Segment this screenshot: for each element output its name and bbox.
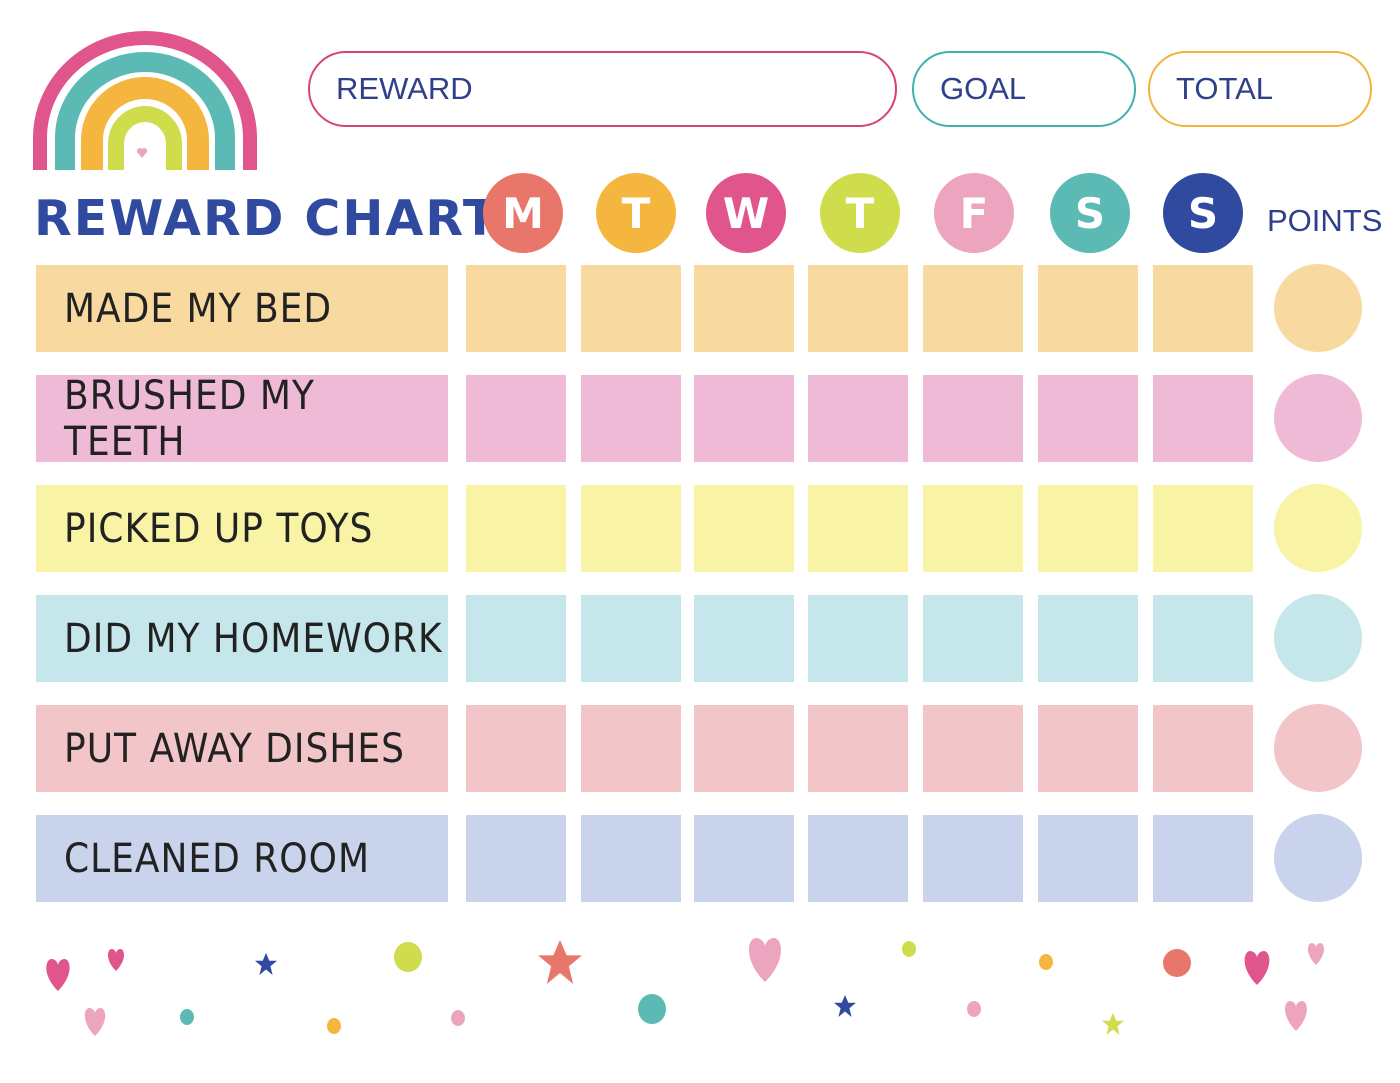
check-cell[interactable] [466,595,566,682]
dot-icon [638,994,666,1024]
heart-icon [136,148,148,158]
dot-icon [180,1009,194,1025]
check-cell[interactable] [923,485,1023,572]
points-circle[interactable] [1274,814,1362,902]
check-cell[interactable] [923,815,1023,902]
dot-icon [967,1001,981,1017]
day-header-4: F [934,173,1014,253]
dot-icon [451,1010,465,1026]
points-circle[interactable] [1274,704,1362,792]
day-header-5: S [1050,173,1130,253]
task-label: MADE MY BED [36,265,448,352]
check-cell[interactable] [466,485,566,572]
page-title: REWARD CHART [34,190,499,247]
points-circle[interactable] [1274,484,1362,572]
check-cell[interactable] [1153,265,1253,352]
check-cell[interactable] [923,705,1023,792]
check-cell[interactable] [581,375,681,462]
heart-icon [46,959,70,991]
task-label: CLEANED ROOM [36,815,448,902]
decorations [46,938,1325,1036]
check-cell[interactable] [466,815,566,902]
check-cell[interactable] [1153,815,1253,902]
task-label: PUT AWAY DISHES [36,705,448,792]
check-cell[interactable] [808,705,908,792]
day-header-1: T [596,173,676,253]
star-icon [538,940,582,984]
heart-icon [1307,943,1325,965]
check-cell[interactable] [466,265,566,352]
check-cell[interactable] [694,705,794,792]
check-cell[interactable] [466,705,566,792]
goal-field[interactable]: GOAL [912,51,1136,127]
dot-icon [1039,954,1053,970]
check-cell[interactable] [694,265,794,352]
check-cell[interactable] [694,375,794,462]
check-cell[interactable] [923,265,1023,352]
star-icon [1102,1013,1124,1035]
check-cell[interactable] [1153,485,1253,572]
task-label: BRUSHED MY TEETH [36,373,448,465]
goal-label: GOAL [940,71,1027,106]
heart-icon [748,938,782,982]
day-header-0: M [483,173,563,253]
check-cell[interactable] [808,815,908,902]
check-cell[interactable] [581,265,681,352]
star-icon [834,995,856,1017]
points-circle[interactable] [1274,264,1362,352]
task-label: DID MY HOMEWORK [36,595,448,682]
check-cell[interactable] [581,595,681,682]
check-cell[interactable] [1153,705,1253,792]
check-cell[interactable] [581,815,681,902]
check-cell[interactable] [466,375,566,462]
check-cell[interactable] [1038,705,1138,792]
heart-icon [1285,1001,1307,1031]
check-cell[interactable] [1153,595,1253,682]
points-circle[interactable] [1274,594,1362,682]
check-cell[interactable] [808,375,908,462]
check-cell[interactable] [808,595,908,682]
star-icon [255,953,277,975]
check-cell[interactable] [581,705,681,792]
rainbow-logo [33,31,257,170]
check-cell[interactable] [808,485,908,572]
reward-field[interactable]: REWARD [308,51,897,127]
day-header-6: S [1163,173,1243,253]
check-cell[interactable] [1153,375,1253,462]
heart-icon [84,1008,106,1036]
dot-icon [394,942,422,972]
check-cell[interactable] [923,595,1023,682]
total-field[interactable]: TOTAL [1148,51,1372,127]
check-cell[interactable] [808,265,908,352]
points-circle[interactable] [1274,374,1362,462]
dot-icon [1163,949,1191,977]
reward-label: REWARD [336,71,473,106]
check-cell[interactable] [1038,595,1138,682]
check-cell[interactable] [581,485,681,572]
check-cell[interactable] [1038,265,1138,352]
points-header: POINTS [1267,203,1383,238]
day-header-3: T [820,173,900,253]
day-header-2: W [706,173,786,253]
check-cell[interactable] [1038,815,1138,902]
check-cell[interactable] [694,485,794,572]
heart-icon [107,949,125,971]
check-cell[interactable] [694,595,794,682]
check-cell[interactable] [923,375,1023,462]
total-label: TOTAL [1176,71,1274,106]
heart-icon [1244,951,1270,985]
dot-icon [902,941,916,957]
task-label: PICKED UP TOYS [36,485,448,572]
check-cell[interactable] [694,815,794,902]
dot-icon [327,1018,341,1034]
check-cell[interactable] [1038,375,1138,462]
check-cell[interactable] [1038,485,1138,572]
